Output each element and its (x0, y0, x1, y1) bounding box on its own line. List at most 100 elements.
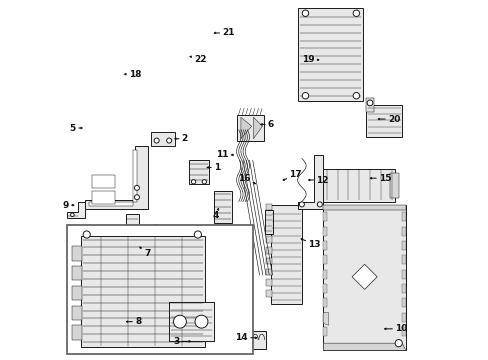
Polygon shape (92, 191, 115, 204)
Polygon shape (188, 160, 208, 184)
Text: 21: 21 (214, 28, 234, 37)
Circle shape (195, 315, 207, 328)
Polygon shape (151, 132, 174, 146)
Polygon shape (323, 205, 405, 211)
Polygon shape (174, 331, 219, 347)
Polygon shape (323, 255, 326, 264)
Polygon shape (72, 306, 82, 320)
Text: 2: 2 (175, 134, 187, 143)
Circle shape (109, 332, 113, 336)
Circle shape (302, 93, 308, 99)
Polygon shape (265, 279, 271, 286)
Polygon shape (271, 205, 301, 304)
Polygon shape (108, 264, 124, 270)
Polygon shape (85, 146, 147, 209)
Polygon shape (323, 212, 326, 221)
Polygon shape (323, 226, 326, 235)
Polygon shape (219, 334, 230, 344)
Circle shape (202, 180, 206, 184)
Text: 18: 18 (124, 70, 141, 79)
Polygon shape (155, 228, 244, 332)
Circle shape (194, 231, 201, 238)
Circle shape (70, 213, 74, 217)
Text: 14: 14 (235, 333, 256, 342)
Polygon shape (366, 98, 373, 112)
Polygon shape (265, 211, 273, 234)
Polygon shape (298, 8, 362, 101)
Polygon shape (265, 204, 271, 211)
Polygon shape (67, 202, 85, 218)
Polygon shape (265, 236, 271, 243)
Text: 20: 20 (377, 114, 400, 123)
Polygon shape (402, 255, 405, 264)
Polygon shape (402, 212, 405, 221)
Text: 13: 13 (301, 239, 320, 249)
Polygon shape (185, 260, 213, 300)
Polygon shape (323, 327, 326, 336)
Polygon shape (72, 266, 82, 280)
Polygon shape (124, 234, 144, 257)
Polygon shape (241, 117, 251, 139)
Polygon shape (126, 214, 139, 234)
Text: 6: 6 (261, 120, 273, 129)
Circle shape (317, 202, 322, 207)
Polygon shape (81, 235, 204, 347)
Circle shape (109, 266, 113, 270)
Polygon shape (366, 105, 402, 137)
Polygon shape (169, 302, 214, 341)
Circle shape (352, 10, 359, 17)
Polygon shape (323, 343, 405, 350)
Circle shape (191, 180, 195, 184)
Polygon shape (402, 241, 405, 250)
Text: 9: 9 (62, 201, 74, 210)
Text: 12: 12 (308, 176, 328, 185)
Circle shape (352, 93, 359, 99)
Text: 11: 11 (215, 150, 233, 159)
Text: 5: 5 (70, 123, 82, 132)
Polygon shape (108, 259, 118, 338)
Polygon shape (88, 149, 137, 206)
Polygon shape (108, 332, 131, 338)
Text: 22: 22 (190, 55, 206, 64)
Text: 7: 7 (140, 247, 150, 258)
Polygon shape (323, 298, 326, 307)
Text: 15: 15 (369, 174, 391, 183)
Text: 16: 16 (237, 174, 255, 184)
Polygon shape (72, 325, 82, 339)
Polygon shape (323, 241, 326, 250)
Polygon shape (253, 117, 262, 139)
Polygon shape (265, 247, 271, 253)
Polygon shape (72, 286, 82, 300)
Text: 4: 4 (213, 208, 219, 220)
Polygon shape (230, 228, 244, 259)
Circle shape (134, 195, 139, 200)
Polygon shape (323, 169, 394, 202)
Text: 17: 17 (283, 170, 301, 180)
Circle shape (130, 251, 135, 256)
Polygon shape (72, 246, 82, 261)
Polygon shape (92, 175, 115, 188)
Circle shape (134, 185, 139, 190)
Polygon shape (265, 226, 271, 232)
Circle shape (366, 100, 372, 106)
Polygon shape (265, 215, 271, 221)
Polygon shape (402, 226, 405, 235)
Circle shape (173, 315, 186, 328)
Polygon shape (402, 313, 405, 321)
Polygon shape (402, 298, 405, 307)
Polygon shape (351, 264, 376, 289)
Circle shape (83, 231, 90, 238)
Text: 10: 10 (384, 324, 407, 333)
Polygon shape (402, 270, 405, 279)
Circle shape (299, 202, 304, 207)
Polygon shape (323, 270, 326, 279)
Text: 3: 3 (173, 337, 190, 346)
Bar (67, 225, 253, 354)
Polygon shape (323, 205, 405, 350)
Polygon shape (244, 330, 265, 348)
Polygon shape (402, 327, 405, 336)
Circle shape (302, 10, 308, 17)
Polygon shape (297, 155, 323, 209)
Text: 8: 8 (126, 317, 141, 326)
Polygon shape (265, 290, 271, 297)
